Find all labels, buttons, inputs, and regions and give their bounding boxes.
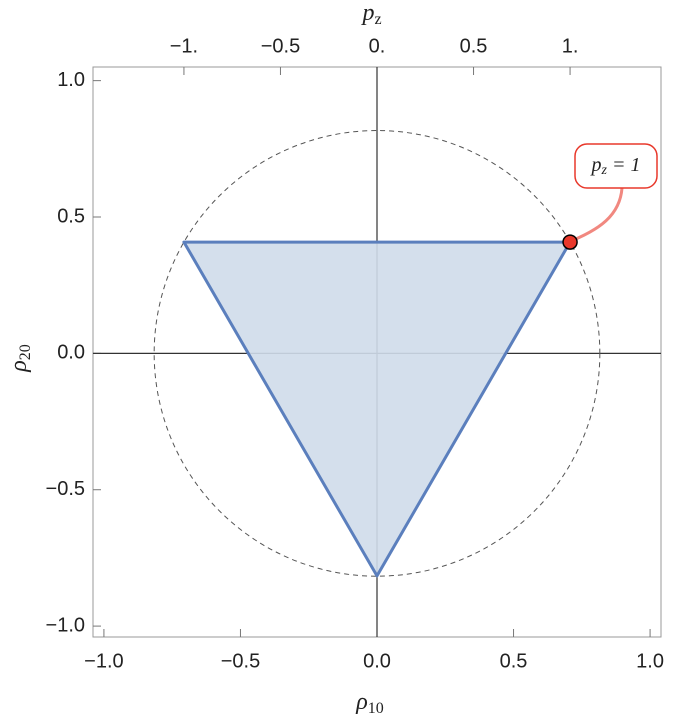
x-tick-label: −1.0 [84,650,123,672]
x-tick-label: 0.0 [363,650,391,672]
x2-tick-label: 0.5 [460,35,488,57]
x2-tick-label: −1. [170,35,198,57]
y-tick-label: 0.5 [57,205,85,227]
x-axis-title: ρ10 [355,689,384,716]
x-tick-label: 0.5 [500,650,528,672]
callout-main: p [590,154,602,176]
reference-circle [153,130,601,577]
highlight-point [562,234,578,250]
x2-axis-title: pz [360,0,381,28]
y-title-main: ρ [6,360,32,373]
callout-text: pz = 1 [590,154,641,179]
y-tick-label: 0.0 [57,342,85,364]
x-tick-label: −0.5 [221,650,260,672]
triangle-region [182,240,572,578]
x2-title-main: p [360,0,374,26]
annotation: pz = 1 [565,143,658,245]
callout-line [565,187,624,245]
y-tick-label: −0.5 [46,478,85,500]
y-tick-label: −1.0 [46,614,85,636]
x-tick-label: 1.0 [636,650,664,672]
x2-tick-label: 0. [369,35,386,57]
y-tick-label: 1.0 [57,69,85,91]
callout-rest: = 1 [607,154,641,176]
callout-box [574,143,658,189]
x-title-sub: 10 [368,700,384,716]
callout-sub: z [601,163,608,178]
x-title-main: ρ [355,689,368,715]
y-axis-title: ρ20 [6,344,34,373]
y-title-sub: 20 [17,344,34,360]
x2-tick-label: 1. [562,35,579,57]
x2-tick-label: −0.5 [261,35,300,57]
x2-title-sub: z [374,11,381,28]
